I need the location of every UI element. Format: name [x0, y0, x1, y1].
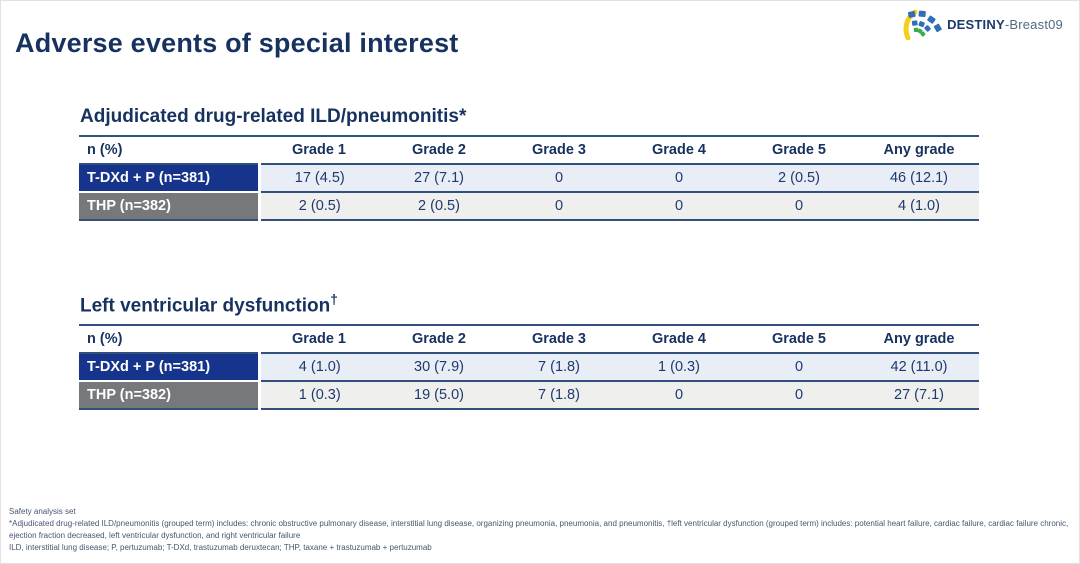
data-cell: 27 (7.1) [859, 381, 979, 411]
table-row-tdxd: T-DXd + P (n=381) 17 (4.5) 27 (7.1) 0 0 … [79, 164, 979, 193]
tables-container: Adjudicated drug-related ILD/pneumonitis… [79, 106, 979, 411]
data-cell: 27 (7.1) [379, 164, 499, 193]
table-title-lvd: Left ventricular dysfunction† [80, 292, 979, 317]
data-cell: 42 (11.0) [859, 353, 979, 383]
column-header-grade3: Grade 3 [499, 135, 619, 165]
footnote-safety-set: Safety analysis set [9, 507, 76, 516]
table-header-row: n (%) Grade 1 Grade 2 Grade 3 Grade 4 Gr… [79, 324, 979, 355]
data-cell: 17 (4.5) [259, 164, 379, 193]
row-label-thp: THP (n=382) [79, 192, 261, 221]
ild-pneumonitis-table: n (%) Grade 1 Grade 2 Grade 3 Grade 4 Gr… [79, 135, 979, 221]
data-cell: 0 [619, 192, 739, 221]
logo-study-name: -Breast09 [1004, 16, 1063, 32]
data-cell: 0 [499, 192, 619, 221]
data-cell: 1 (0.3) [259, 381, 379, 411]
column-header-grade2: Grade 2 [379, 324, 499, 355]
column-header-any-grade: Any grade [859, 324, 979, 355]
destiny-breast09-logo: DESTINY-Breast09 [902, 8, 1063, 40]
footnote-abbreviations: ILD, interstitial lung disease; P, pertu… [9, 543, 432, 552]
data-cell: 0 [739, 353, 859, 383]
column-header-grade4: Grade 4 [619, 324, 739, 355]
table-title-ild: Adjudicated drug-related ILD/pneumonitis… [80, 106, 979, 128]
column-header-grade1: Grade 1 [259, 135, 379, 165]
lv-dysfunction-table: n (%) Grade 1 Grade 2 Grade 3 Grade 4 Gr… [79, 324, 979, 411]
data-cell: 2 (0.5) [379, 192, 499, 221]
data-cell: 0 [619, 381, 739, 411]
logo-brand-name: DESTINY [947, 16, 1005, 32]
data-cell: 0 [619, 164, 739, 193]
row-label-thp: THP (n=382) [79, 381, 261, 411]
ild-pneumonitis-section: Adjudicated drug-related ILD/pneumonitis… [79, 106, 979, 221]
column-header-grade3: Grade 3 [499, 324, 619, 355]
data-cell: 4 (1.0) [859, 192, 979, 221]
data-cell: 19 (5.0) [379, 381, 499, 411]
page-title: Adverse events of special interest [15, 28, 459, 58]
data-cell: 46 (12.1) [859, 164, 979, 193]
footnote-grouped-terms: *Adjudicated drug-related ILD/pneumoniti… [9, 519, 1069, 540]
data-cell: 0 [739, 192, 859, 221]
table-title-ild-text: Adjudicated drug-related ILD/pneumonitis [80, 106, 459, 127]
row-label-tdxd: T-DXd + P (n=381) [79, 353, 261, 383]
destiny-fan-icon [903, 9, 942, 40]
data-cell: 30 (7.9) [379, 353, 499, 383]
table-row-tdxd: T-DXd + P (n=381) 4 (1.0) 30 (7.9) 7 (1.… [79, 353, 979, 383]
data-cell: 2 (0.5) [259, 192, 379, 221]
table-row-thp: THP (n=382) 1 (0.3) 19 (5.0) 7 (1.8) 0 0… [79, 381, 979, 411]
column-header-grade4: Grade 4 [619, 135, 739, 165]
data-cell: 7 (1.8) [499, 353, 619, 383]
table-row-thp: THP (n=382) 2 (0.5) 2 (0.5) 0 0 0 4 (1.0… [79, 192, 979, 221]
row-label-tdxd: T-DXd + P (n=381) [79, 164, 261, 193]
column-header-any-grade: Any grade [859, 135, 979, 165]
footnote-marker-asterisk: * [458, 106, 467, 127]
footnotes: Safety analysis set *Adjudicated drug-re… [9, 506, 1073, 554]
data-cell: 0 [499, 164, 619, 193]
data-cell: 0 [739, 381, 859, 411]
table-header-row: n (%) Grade 1 Grade 2 Grade 3 Grade 4 Gr… [79, 135, 979, 165]
column-header-grade2: Grade 2 [379, 135, 499, 165]
column-header-grade5: Grade 5 [739, 135, 859, 165]
data-cell: 1 (0.3) [619, 353, 739, 383]
data-cell: 2 (0.5) [739, 164, 859, 193]
logo-text: DESTINY-Breast09 [947, 17, 1063, 32]
column-header-grade1: Grade 1 [259, 324, 379, 355]
column-header-n-pct: n (%) [79, 324, 259, 355]
data-cell: 4 (1.0) [259, 353, 379, 383]
table-title-lvd-text: Left ventricular dysfunction [80, 295, 331, 317]
column-header-grade5: Grade 5 [739, 324, 859, 355]
data-cell: 7 (1.8) [499, 381, 619, 411]
column-header-n-pct: n (%) [79, 135, 259, 165]
footnote-marker-dagger: † [330, 292, 338, 307]
lv-dysfunction-section: Left ventricular dysfunction† n (%) Grad… [79, 292, 979, 411]
